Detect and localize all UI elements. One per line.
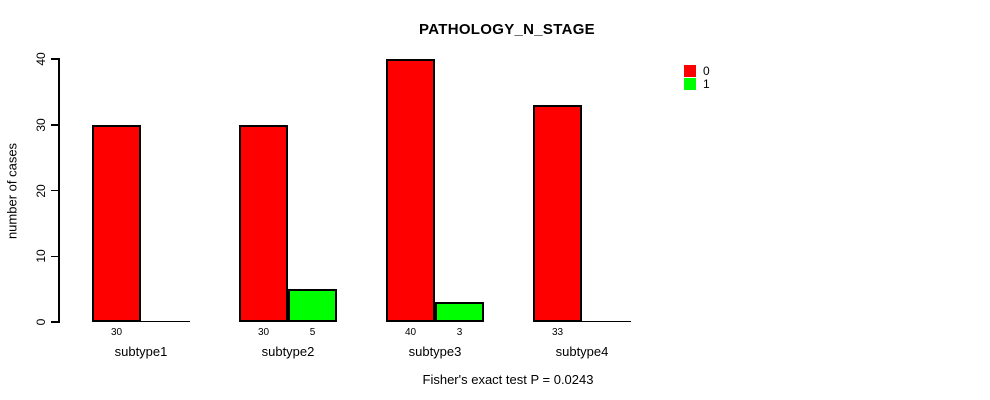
y-axis-tick [51,124,58,126]
legend-swatch-green [684,77,696,90]
bar-series-0-subtype2 [239,124,288,322]
bar-value-label: 33 [551,327,564,338]
y-axis-tick-label: 10 [34,249,48,263]
bar-series-1-subtype2 [288,289,337,322]
y-axis-tick [51,321,58,323]
y-axis-label: number of cases [4,142,20,240]
bar-series-0-subtype3 [386,59,435,322]
y-axis-tick-label: 20 [34,183,48,198]
category-label: subtype2 [261,344,315,359]
bar-series-0-subtype4 [533,105,582,322]
legend-item: 0 [684,64,710,77]
y-axis-tick [51,255,58,257]
legend-label: 0 [703,63,710,78]
bar-series-1-subtype3 [435,302,484,322]
category-label: subtype4 [555,344,609,359]
zero-bar-baseline [141,320,190,322]
y-axis-tick-label: 0 [34,318,48,326]
chart-title: PATHOLOGY_N_STAGE [419,21,595,38]
bar-value-label: 30 [257,327,270,338]
legend-item: 1 [684,77,710,90]
legend-swatch-red [684,64,696,77]
legend: 0 1 [684,64,710,90]
y-axis-line [58,58,60,323]
y-axis-tick [51,189,58,192]
y-axis-tick-label: 40 [34,52,48,66]
bar-value-label: 5 [309,327,316,338]
category-label: subtype1 [114,344,168,359]
category-label: subtype3 [408,344,462,359]
footer-annotation: Fisher's exact test P = 0.0243 [422,372,594,387]
bar-value-label: 40 [404,327,417,338]
y-axis-tick-label: 30 [34,118,48,132]
legend-label: 1 [703,76,710,91]
zero-bar-baseline [582,320,631,322]
bar-series-0-subtype1 [92,124,141,322]
y-axis-tick [51,58,58,60]
bar-value-label: 3 [456,327,463,338]
bar-value-label: 30 [110,327,123,338]
